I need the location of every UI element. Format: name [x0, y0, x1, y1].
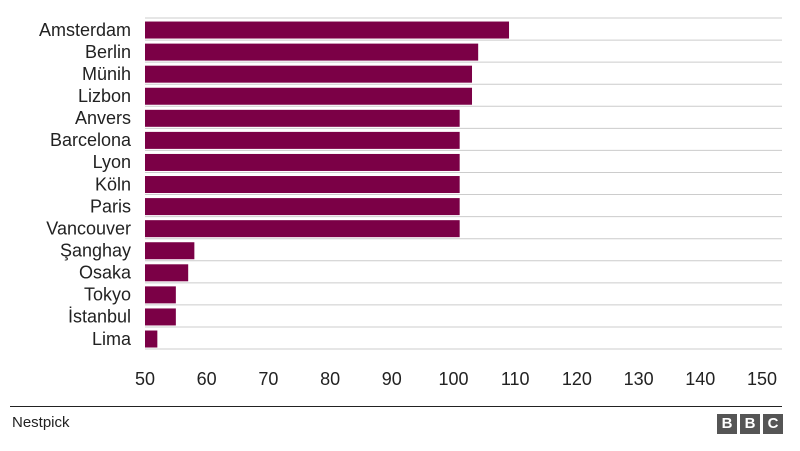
category-label: Münih — [82, 64, 131, 84]
category-label: Amsterdam — [39, 20, 131, 40]
x-tick-label: 100 — [438, 369, 468, 389]
bar — [145, 153, 460, 171]
bar — [145, 198, 460, 216]
x-tick-label: 120 — [562, 369, 592, 389]
source-label: Nestpick — [12, 414, 70, 431]
category-label: Lima — [92, 329, 132, 349]
bar — [145, 109, 460, 127]
bar — [145, 87, 473, 105]
bar — [145, 308, 176, 326]
bar — [145, 65, 473, 83]
bar — [145, 330, 158, 348]
x-tick-label: 130 — [624, 369, 654, 389]
x-tick-label: 150 — [747, 369, 777, 389]
x-tick-label: 110 — [501, 369, 530, 389]
x-tick-label: 70 — [258, 369, 278, 389]
bbc-logo-letter: C — [763, 414, 783, 434]
x-tick-label: 80 — [320, 369, 340, 389]
x-tick-label: 90 — [382, 369, 402, 389]
x-tick-label: 50 — [135, 369, 155, 389]
x-tick-label: 140 — [685, 369, 715, 389]
x-tick-label: 60 — [197, 369, 217, 389]
bar — [145, 220, 460, 238]
category-label: Şanghay — [60, 240, 131, 260]
bar — [145, 286, 176, 304]
category-label: Köln — [95, 174, 131, 194]
bbc-logo-letter: B — [740, 414, 760, 434]
bar — [145, 131, 460, 149]
bar — [145, 242, 195, 260]
category-label: Tokyo — [84, 285, 131, 305]
bar — [145, 176, 460, 194]
bar-chart: AmsterdamBerlinMünihLizbonAnversBarcelon… — [39, 17, 782, 389]
category-label: İstanbul — [68, 307, 131, 327]
bar — [145, 21, 510, 39]
bbc-logo: B B C — [717, 414, 783, 434]
category-label: Berlin — [85, 42, 131, 62]
category-label: Vancouver — [46, 218, 131, 238]
category-label: Anvers — [75, 108, 131, 128]
category-label: Barcelona — [50, 130, 132, 150]
bbc-logo-letter: B — [717, 414, 737, 434]
bar — [145, 43, 479, 61]
category-label: Osaka — [79, 263, 132, 283]
bar — [145, 264, 189, 282]
category-label: Lyon — [93, 152, 131, 172]
category-label: Paris — [90, 196, 131, 216]
category-label: Lizbon — [78, 86, 131, 106]
footer-divider — [10, 406, 782, 407]
